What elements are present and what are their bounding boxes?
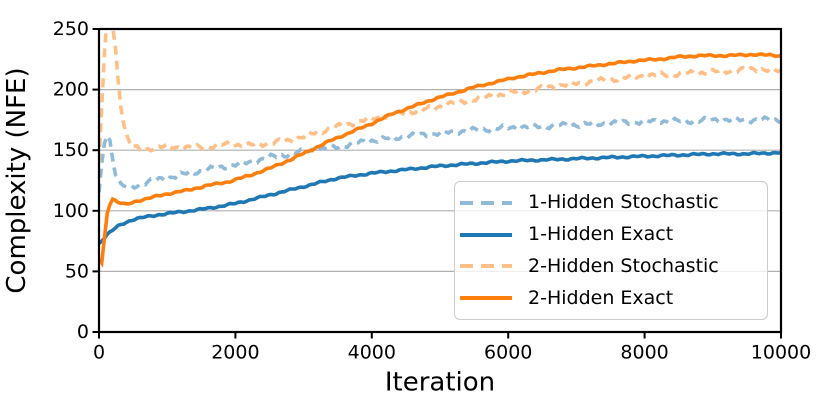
plot-series: [99, 29, 781, 268]
series-line-2-hidden-exact: [99, 52, 781, 268]
y-tick-label: 200: [53, 79, 89, 101]
x-tick-label: 8000: [620, 342, 668, 364]
legend-label-1-hidden-exact: 1-Hidden Exact: [528, 223, 674, 246]
y-tick-label: 150: [53, 139, 89, 161]
legend-line-sample-1-hidden-stochastic: [460, 200, 512, 205]
x-tick-label: 6000: [484, 342, 532, 364]
legend-label-2-hidden-stochastic: 2-Hidden Stochastic: [528, 254, 719, 277]
x-axis-label: Iteration: [385, 367, 495, 397]
y-tick-label: 0: [77, 321, 89, 343]
legend-label-1-hidden-stochastic: 1-Hidden Stochastic: [528, 191, 719, 214]
legend-item-2-hidden-exact: 2-Hidden Exact: [460, 284, 767, 312]
series-line-1-hidden-exact: [99, 150, 781, 245]
legend-label-2-hidden-exact: 2-Hidden Exact: [528, 286, 674, 309]
y-tick-label: 100: [53, 200, 89, 222]
legend-item-1-hidden-stochastic: 1-Hidden Stochastic: [460, 189, 767, 217]
x-tick-label: 2000: [211, 342, 259, 364]
x-tick-label: 4000: [348, 342, 396, 364]
legend: 1-Hidden Stochastic 1-Hidden Exact 2-Hidde…: [454, 181, 768, 320]
y-tick-label: 250: [53, 18, 89, 40]
series-line-1-hidden-stochastic: [99, 114, 781, 193]
y-axis: 0 50 100 150 200 250: [53, 18, 99, 343]
x-tick-label: 10000: [751, 342, 811, 364]
x-tick-label: 0: [93, 342, 105, 364]
legend-item-1-hidden-exact: 1-Hidden Exact: [460, 221, 767, 249]
series-line-2-hidden-stochastic: [99, 29, 781, 163]
x-axis: 0 2000 4000 6000 8000 10000: [93, 332, 811, 364]
legend-line-sample-2-hidden-stochastic: [460, 264, 512, 269]
legend-line-sample-1-hidden-exact: [460, 232, 512, 237]
plot-border: [97, 27, 783, 334]
legend-item-2-hidden-stochastic: 2-Hidden Stochastic: [460, 252, 767, 280]
y-tick-label: 50: [65, 260, 89, 282]
y-axis-label: Complexity (NFE): [2, 67, 32, 293]
legend-line-sample-2-hidden-exact: [460, 296, 512, 301]
